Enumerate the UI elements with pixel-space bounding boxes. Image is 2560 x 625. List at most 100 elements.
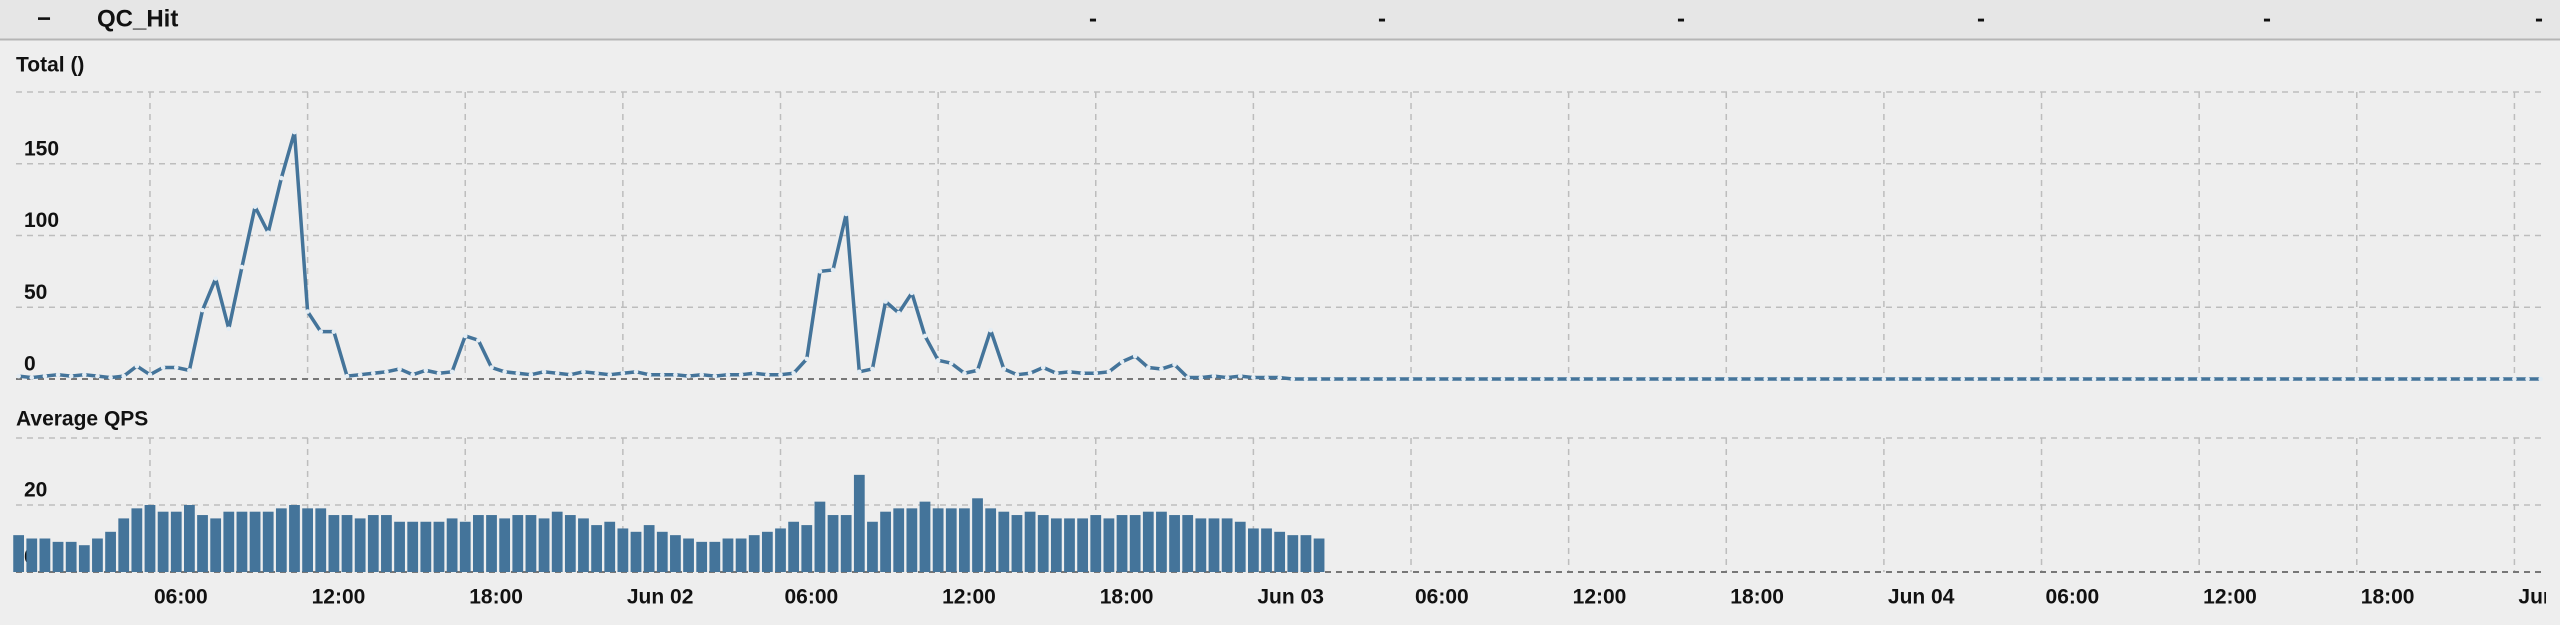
data-point (2393, 376, 2399, 382)
data-point (2538, 376, 2543, 382)
data-point (1408, 376, 1414, 382)
data-point (2236, 376, 2241, 382)
bar (801, 525, 813, 572)
data-point (1618, 376, 1624, 382)
bar (1116, 515, 1128, 572)
bar (459, 521, 471, 572)
bar (1208, 518, 1220, 572)
bar (65, 541, 77, 572)
bar (1103, 518, 1115, 572)
x-tick-label: 18:00 (1730, 586, 1784, 609)
data-point (279, 175, 284, 181)
data-point (817, 269, 823, 274)
bar (1142, 511, 1154, 572)
x-tick-label: Jun 04 (1888, 586, 1955, 609)
data-point (1710, 376, 1716, 382)
bar (118, 518, 130, 572)
data-point (1251, 375, 1256, 380)
data-point (226, 326, 232, 332)
data-point (1592, 376, 1598, 382)
data-point (2380, 376, 2386, 382)
bar (381, 515, 392, 572)
data-point (1684, 376, 1690, 382)
x-tick-label: 18:00 (469, 586, 523, 609)
x-tick-label: Jun 02 (627, 586, 694, 609)
data-point (1119, 359, 1125, 365)
data-point (1185, 375, 1191, 380)
bar (1300, 535, 1312, 572)
data-point (1960, 376, 1966, 382)
bar (472, 515, 484, 572)
bar (197, 515, 208, 572)
data-point (738, 372, 744, 377)
data-point (2446, 376, 2452, 382)
data-point (436, 370, 442, 376)
data-point (2512, 376, 2517, 382)
data-point (2301, 376, 2307, 382)
data-point (1001, 366, 1007, 372)
collapse-toggle[interactable]: − (37, 5, 51, 32)
data-point (1224, 375, 1230, 380)
data-point (554, 370, 560, 376)
bar (446, 518, 458, 572)
bar (761, 531, 773, 572)
data-point (160, 365, 166, 370)
data-point (502, 369, 507, 375)
data-point (581, 369, 586, 375)
bar (932, 508, 944, 572)
data-point (620, 370, 626, 376)
data-point (42, 373, 48, 379)
data-point (673, 372, 678, 377)
data-point (830, 267, 836, 273)
data-point (607, 372, 613, 377)
data-point (357, 372, 363, 377)
data-point (2367, 376, 2373, 382)
bar (696, 541, 708, 572)
data-point (2315, 376, 2320, 382)
y-tick-label: 0 (24, 353, 36, 376)
data-point (331, 329, 337, 334)
data-point (1723, 376, 1729, 382)
data-point (2472, 376, 2478, 382)
data-point (1421, 376, 1427, 382)
data-point (68, 373, 74, 379)
bar (407, 521, 419, 572)
header-bar (0, 0, 2560, 39)
bar (551, 511, 563, 572)
bar (722, 538, 734, 572)
bar (249, 511, 261, 572)
data-point (922, 333, 928, 339)
data-point (1080, 370, 1085, 376)
data-point (108, 375, 113, 380)
data-point (1671, 376, 1677, 382)
bar (1234, 521, 1246, 572)
x-tick-label: Jun 03 (1257, 586, 1324, 609)
data-point (1763, 376, 1768, 382)
data-point (2157, 376, 2163, 382)
y-tick-label: 100 (24, 209, 59, 232)
data-point (2026, 376, 2031, 382)
bar (1024, 511, 1036, 572)
header-marker: - (1977, 5, 1985, 32)
data-point (1802, 376, 1808, 382)
data-point (370, 370, 376, 376)
bar (1274, 531, 1286, 572)
data-point (2262, 376, 2268, 382)
bar (92, 538, 103, 572)
data-point (2420, 376, 2425, 382)
data-point (1106, 369, 1112, 375)
data-point (1999, 376, 2005, 382)
bar (1090, 515, 1102, 572)
y-tick-label: 50 (24, 281, 47, 304)
bar (1195, 518, 1207, 572)
bar (1011, 515, 1023, 572)
data-point (2131, 376, 2136, 382)
bar (184, 505, 195, 572)
bar (617, 528, 629, 572)
bar (959, 508, 970, 572)
bar (131, 508, 143, 572)
data-point (384, 369, 389, 375)
data-point (1461, 376, 1466, 382)
